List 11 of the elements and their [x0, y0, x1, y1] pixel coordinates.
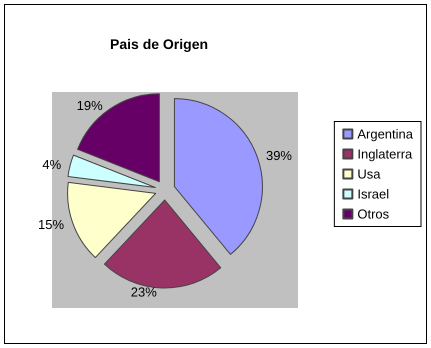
chart-title: Pais de Origen: [110, 36, 208, 52]
legend-label: Usa: [357, 166, 382, 182]
legend-label: Otros: [357, 206, 390, 222]
data-label: 15%: [38, 217, 64, 232]
data-label: 23%: [130, 284, 158, 300]
legend-label: Inglaterra: [357, 146, 414, 162]
data-label: 4%: [42, 157, 62, 172]
legend-label: Israel: [357, 186, 390, 202]
legend-label: Argentina: [357, 126, 414, 142]
data-label: 39%: [266, 148, 292, 163]
data-label: 19%: [76, 98, 104, 114]
